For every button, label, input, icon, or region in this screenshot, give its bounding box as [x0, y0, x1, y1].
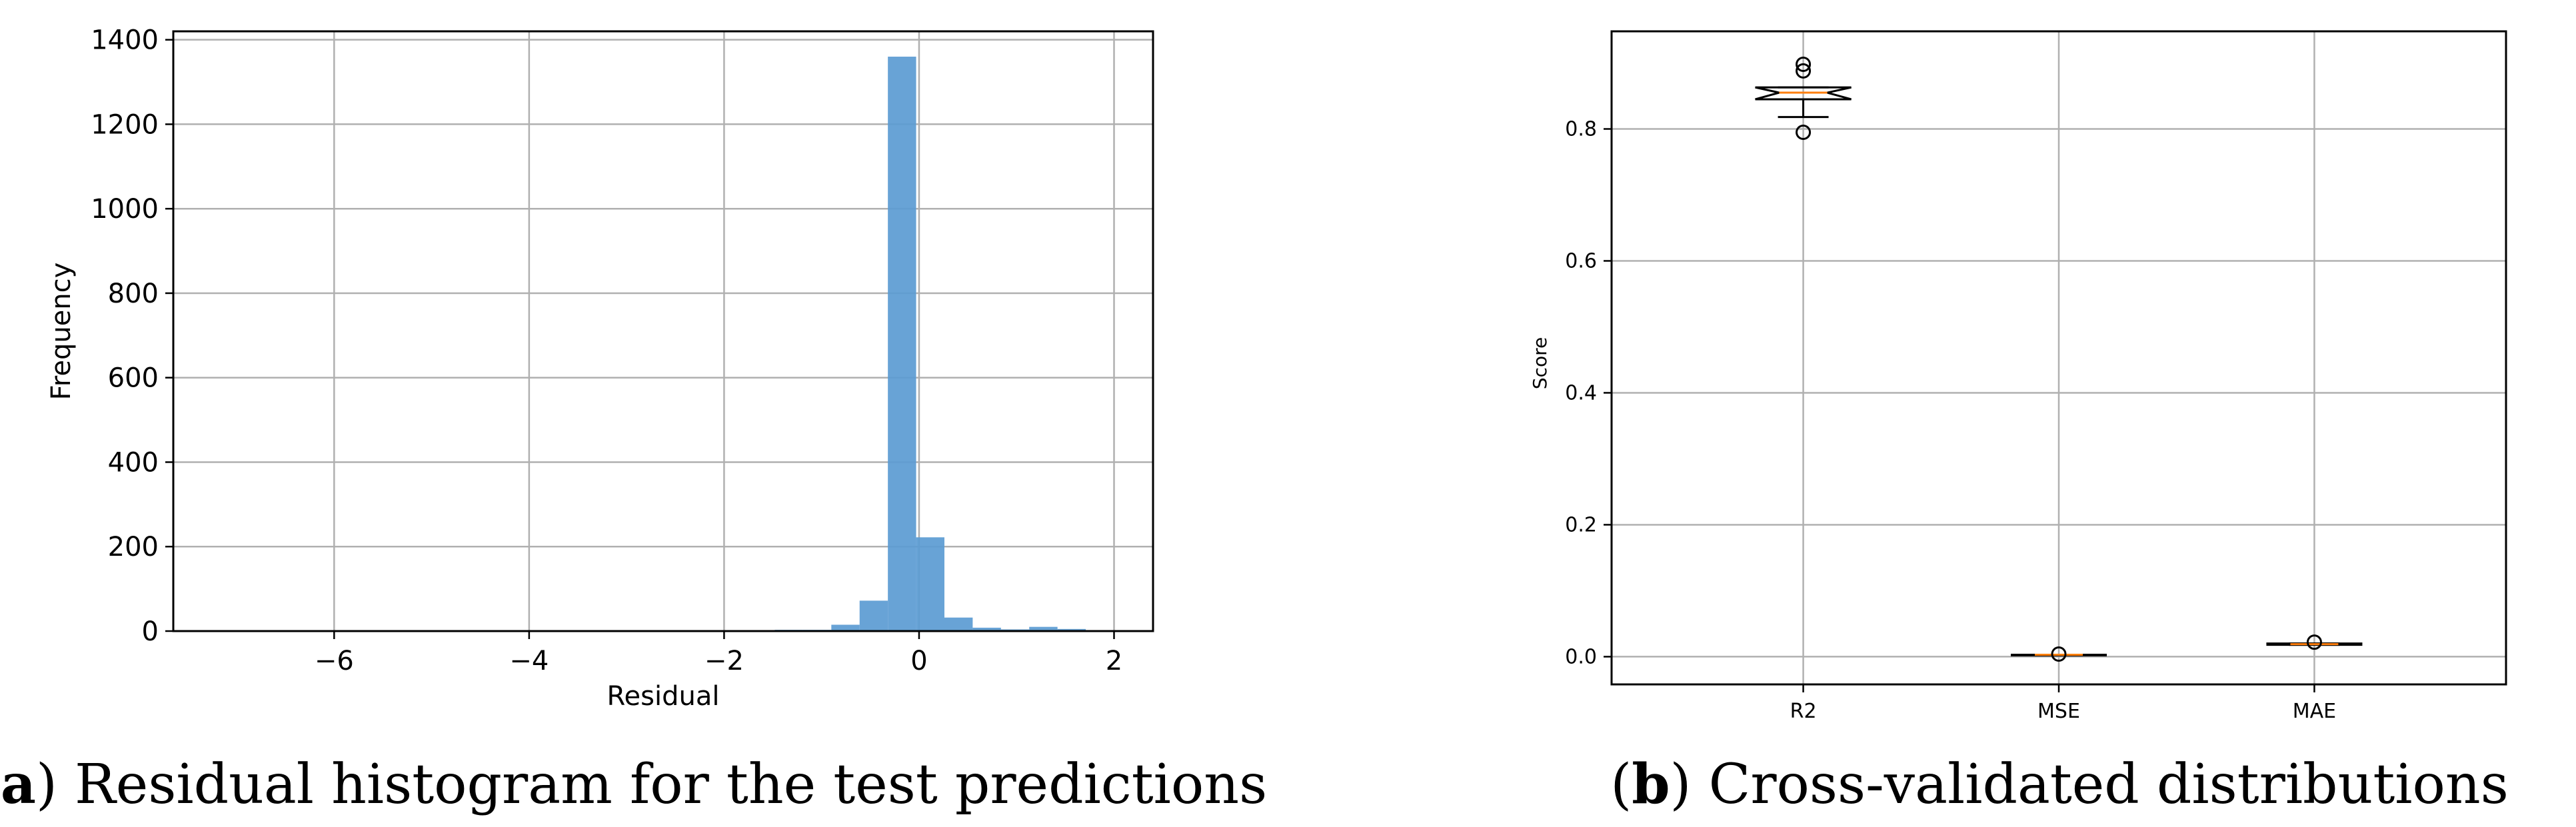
histogram-y-axis-label: Frequency — [46, 263, 77, 401]
caption-a-open-paren: ( — [0, 753, 1, 816]
histogram-bar — [944, 617, 973, 631]
boxplot-x-tick-label: R2 — [1790, 700, 1817, 723]
box-outlier — [2051, 646, 2067, 662]
histogram-x-tick-label: −2 — [704, 646, 744, 676]
caption-a-close-paren: ) — [36, 753, 75, 816]
histogram-bar — [859, 600, 888, 631]
histogram-y-tick-label: 200 — [108, 532, 159, 562]
histogram-y-tick-label: 1000 — [91, 194, 159, 225]
caption-a-panel-label: a — [1, 752, 36, 816]
histogram-x-tick-label: −6 — [315, 646, 354, 676]
histogram-grid — [173, 31, 1153, 632]
box-r2 — [1755, 56, 1852, 140]
box-outlier — [1796, 56, 1812, 72]
histogram-x-tick-label: −4 — [509, 646, 549, 676]
histogram-y-tick-label: 0 — [142, 616, 159, 647]
residual-histogram-panel: −6 −4 −2 0 2 0 200 400 600 800 1000 1200 1400 Residu… — [0, 25, 1267, 816]
histogram-plot-frame — [172, 30, 1154, 632]
boxplot-panel: 0.0 0.2 0.4 0.6 0.8 R2 MSE MAE Score (b) Cross-… — [1529, 30, 2509, 816]
box-mse — [2010, 646, 2107, 662]
histogram-x-tick-label: 2 — [1106, 646, 1122, 676]
boxplot-ticks: 0.0 0.2 0.4 0.6 0.8 R2 MSE MAE — [1565, 118, 2336, 723]
boxplot-x-tick-label: MSE — [2037, 700, 2080, 723]
caption-b: (b) Cross-validated distributions — [1610, 752, 2509, 816]
boxplot-y-tick-label: 0.8 — [1565, 118, 1597, 141]
histogram-y-tick-label: 800 — [108, 279, 159, 309]
boxplot-y-axis-label: Score — [1529, 337, 1551, 389]
histogram-bar — [1029, 626, 1058, 631]
box-mae — [2266, 634, 2363, 650]
box-outlier — [1796, 63, 1812, 79]
histogram-bar — [888, 57, 916, 631]
histogram-y-tick-label: 1200 — [91, 109, 159, 140]
caption-a: (a) Residual histogram for the test pred… — [0, 752, 1267, 816]
histogram-ticks: −6 −4 −2 0 2 0 200 400 600 800 1000 1200 1400 — [91, 25, 1122, 676]
caption-b-close-paren: ) — [1670, 753, 1709, 816]
boxplot-y-tick-label: 0.0 — [1565, 645, 1597, 668]
histogram-bar — [1057, 628, 1086, 631]
boxplot-y-tick-label: 0.4 — [1565, 381, 1597, 405]
caption-b-open-paren: ( — [1610, 753, 1632, 816]
caption-b-panel-label: b — [1632, 752, 1670, 816]
histogram-bar — [831, 624, 860, 631]
histogram-bar — [916, 537, 944, 631]
boxplot-y-tick-label: 0.6 — [1565, 249, 1597, 273]
histogram-y-tick-label: 400 — [108, 447, 159, 478]
boxplot-grid — [1612, 31, 2506, 684]
histogram-y-tick-label: 1400 — [91, 25, 159, 56]
box-outlier — [1796, 124, 1812, 140]
histogram-x-axis-label: Residual — [607, 681, 720, 712]
boxplot-y-tick-label: 0.2 — [1565, 513, 1597, 536]
histogram-y-tick-label: 600 — [108, 363, 159, 394]
histogram-bar — [972, 627, 1001, 631]
boxplot-x-tick-label: MAE — [2293, 700, 2336, 723]
caption-a-text: Residual histogram for the test predicti… — [75, 753, 1267, 816]
histogram-x-tick-label: 0 — [910, 646, 927, 676]
boxplot-boxes — [1755, 56, 2363, 662]
caption-b-text: Cross-validated distributions — [1709, 753, 2509, 816]
histogram-bars — [774, 57, 1086, 631]
box-outlier — [2306, 634, 2322, 650]
